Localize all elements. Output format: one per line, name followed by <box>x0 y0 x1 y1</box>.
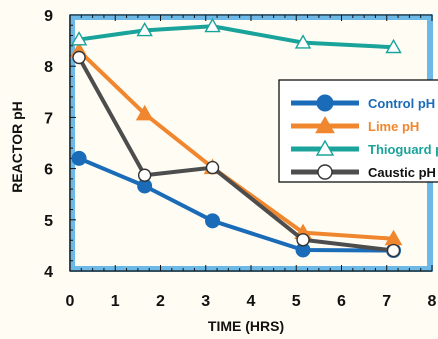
series-3-point <box>70 31 88 46</box>
series-4-point <box>72 50 86 65</box>
series-layer <box>70 17 403 259</box>
x-tick-label: 1 <box>111 293 120 310</box>
series-4-point <box>386 243 401 258</box>
y-tick-label: 4 <box>44 264 53 281</box>
legend-swatch-marker <box>317 164 333 180</box>
labels-layer: TIME (HRS) REACTOR pH 0 1 2 3 4 5 6 7 8 4 5 6 7 8 9 <box>9 8 437 334</box>
x-tick-label: 6 <box>337 293 346 310</box>
x-tick-label: 3 <box>201 293 210 310</box>
y-tick-label: 8 <box>44 59 53 76</box>
series-3-point <box>136 21 153 37</box>
y-tick-label: 9 <box>44 8 53 25</box>
series-line-3 <box>78 24 394 50</box>
legend: Control pH Lime pH Thioguard pH Caustic pH <box>278 79 438 183</box>
axis-ticks-layer <box>69 14 433 272</box>
legend-swatch-marker <box>316 94 334 112</box>
series-3-point <box>294 34 312 49</box>
y-axis-title: REACTOR pH <box>9 101 25 193</box>
series-3-point <box>385 38 402 54</box>
series-4-point <box>137 168 152 182</box>
x-axis-title: TIME (HRS) <box>208 318 284 334</box>
x-tick-label: 2 <box>156 293 165 310</box>
series-1-point <box>71 150 87 166</box>
series-3-point <box>204 17 221 33</box>
legend-swatch-marker <box>315 139 335 156</box>
y-tick-label: 6 <box>44 162 53 179</box>
x-tick-label: 5 <box>292 293 301 310</box>
series-2-point <box>135 104 154 121</box>
legend-label: Caustic pH <box>368 165 436 180</box>
legend-label: Lime pH <box>368 119 419 134</box>
x-tick-label: 7 <box>382 293 391 310</box>
series-4-point <box>296 233 310 247</box>
x-tick-label: 4 <box>247 293 256 310</box>
legend-box <box>278 79 438 183</box>
x-tick-label: 8 <box>428 293 437 310</box>
series-1-point <box>205 213 221 229</box>
x-tick-label: 0 <box>66 293 75 310</box>
y-tick-label: 7 <box>44 110 53 127</box>
legend-swatch-marker <box>315 115 335 134</box>
legend-label: Thioguard pH <box>368 142 438 157</box>
y-tick-label: 5 <box>44 213 53 230</box>
series-4-point <box>205 160 220 175</box>
legend-label: Control pH <box>368 96 435 111</box>
